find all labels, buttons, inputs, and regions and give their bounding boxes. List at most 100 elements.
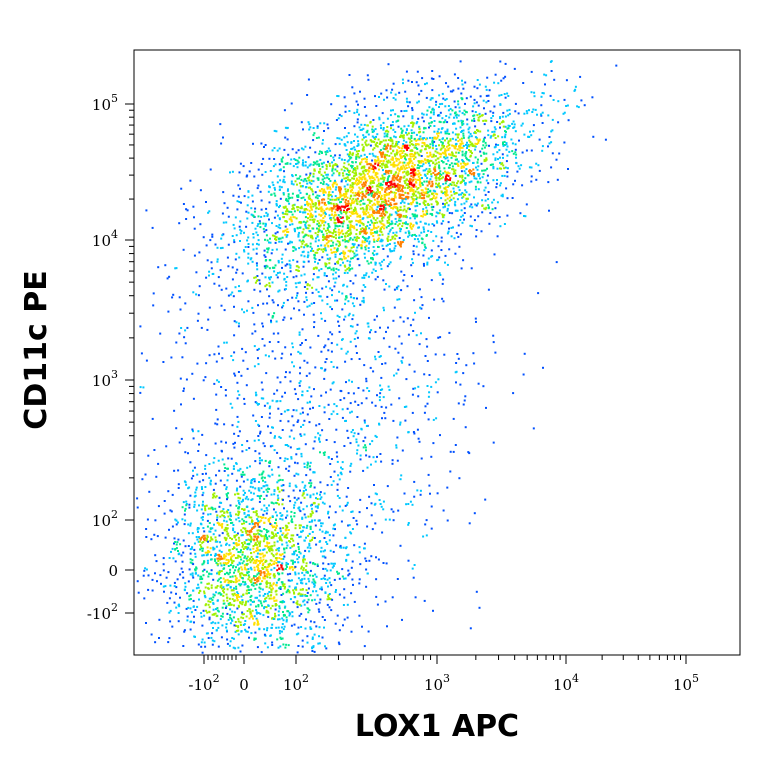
event-dot <box>474 142 477 145</box>
event-dot <box>399 230 402 233</box>
event-dot <box>421 194 424 196</box>
event-dot <box>502 144 505 147</box>
event-dot <box>236 599 239 602</box>
event-dot <box>422 160 425 163</box>
event-dot <box>383 148 386 150</box>
event-dot <box>421 112 424 115</box>
event-dot <box>201 516 204 518</box>
event-dot <box>302 260 305 263</box>
event-dot <box>397 145 400 148</box>
event-dot <box>412 143 415 146</box>
event-dot <box>362 202 365 205</box>
event-dot <box>469 172 472 174</box>
event-dot <box>458 193 460 196</box>
event-dot <box>359 207 362 210</box>
event-dot <box>454 174 457 177</box>
event-dot <box>290 180 293 183</box>
event-dot <box>447 85 450 88</box>
event-dot <box>493 105 496 108</box>
event-dot <box>403 175 406 178</box>
event-dot <box>394 131 397 133</box>
event-dot <box>444 153 447 156</box>
event-dot <box>215 510 218 513</box>
event-dot <box>405 209 408 212</box>
event-dot <box>298 189 301 192</box>
event-dot <box>274 241 277 244</box>
event-dot <box>289 162 292 165</box>
event-dot <box>454 204 457 207</box>
event-dot <box>374 138 376 141</box>
event-dot <box>222 562 225 565</box>
event-dot <box>462 129 465 132</box>
event-dot <box>282 484 285 487</box>
event-dot <box>466 123 469 126</box>
event-dot <box>479 150 482 153</box>
event-dot <box>322 217 325 220</box>
event-dot <box>362 158 365 161</box>
event-dot <box>363 236 366 239</box>
event-dot <box>299 210 301 213</box>
event-dot <box>349 227 352 230</box>
event-dot <box>312 175 315 178</box>
event-dot <box>209 600 212 603</box>
event-dot <box>194 555 197 558</box>
event-dot <box>385 200 387 203</box>
event-dot <box>422 169 425 172</box>
event-dot <box>233 446 236 449</box>
event-dot <box>295 498 298 501</box>
event-dot <box>376 200 379 203</box>
event-dot <box>237 626 240 629</box>
event-dot <box>355 153 358 156</box>
event-dot <box>469 132 472 135</box>
event-dot <box>341 216 344 219</box>
event-dot <box>279 530 282 533</box>
event-dot <box>336 225 339 228</box>
event-dot <box>405 97 408 100</box>
event-dot <box>366 179 369 182</box>
event-dot <box>337 198 340 201</box>
event-dot <box>426 177 429 180</box>
event-dot <box>194 552 197 555</box>
event-dot <box>359 192 362 194</box>
event-dot <box>262 490 265 493</box>
event-dot <box>303 255 306 258</box>
event-dot <box>303 209 306 212</box>
event-dot <box>411 162 414 165</box>
event-dot <box>454 111 457 114</box>
event-dot <box>444 157 447 160</box>
event-dot <box>254 227 257 230</box>
event-dot <box>361 227 364 230</box>
event-dot <box>309 242 312 245</box>
event-dot <box>253 276 256 279</box>
event-dot <box>514 130 517 133</box>
event-dot <box>389 228 392 231</box>
event-dot <box>263 577 266 580</box>
event-dot <box>277 479 280 482</box>
event-dot <box>233 604 235 607</box>
event-dot <box>259 529 262 532</box>
event-dot <box>293 216 296 219</box>
event-dot <box>360 222 363 225</box>
event-dot <box>456 148 459 151</box>
event-dot <box>266 247 269 250</box>
event-dot <box>419 174 422 176</box>
event-dot <box>309 230 312 233</box>
event-dot <box>344 193 346 196</box>
event-dot <box>580 99 583 102</box>
event-dot <box>487 182 490 185</box>
event-dot <box>440 191 443 194</box>
event-dot <box>329 154 332 157</box>
event-dot <box>504 125 507 128</box>
event-dot <box>431 183 434 185</box>
event-dot <box>453 162 456 165</box>
event-dot <box>291 192 294 195</box>
event-dot <box>223 202 226 205</box>
event-dot <box>349 260 352 263</box>
event-dot <box>255 231 258 234</box>
event-dot <box>440 160 443 162</box>
event-dot <box>373 194 376 197</box>
event-dot <box>216 557 219 560</box>
event-dot <box>185 208 188 211</box>
event-dot <box>295 151 298 154</box>
event-dot <box>483 189 486 192</box>
